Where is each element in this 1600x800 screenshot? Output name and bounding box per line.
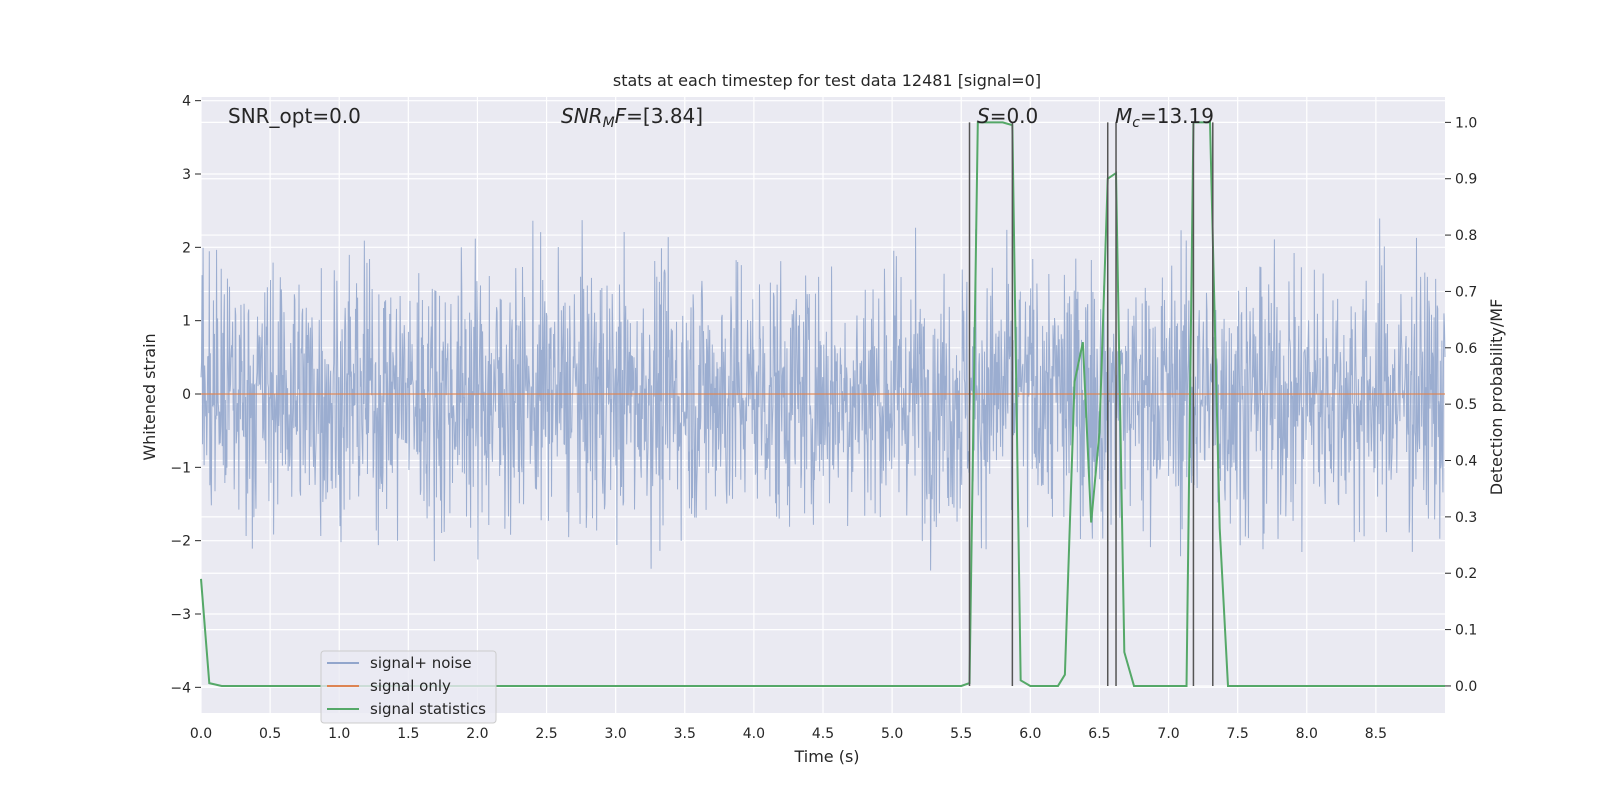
y-left-tick-label: 2 (182, 240, 191, 256)
series-signal-statistics (200, 121, 1445, 687)
y-right-tick-label: 1.0 (1455, 115, 1477, 131)
x-tick-label: 1.0 (328, 726, 350, 742)
legend-box (320, 650, 497, 724)
x-tick-label: 0.5 (259, 726, 281, 742)
y-right-tick-label: 0.4 (1455, 454, 1477, 470)
x-tick-label: 0.0 (190, 726, 212, 742)
y-right-axis-label: Detection probability/MF (1487, 299, 1506, 496)
y-left-tick-label: 0 (182, 387, 191, 403)
x-axis-ticks: 0.0 0.5 1.0 1.5 2.0 2.5 3.0 3.5 4.0 4.5 5.0 5.5 6.0 6… (190, 726, 1387, 742)
y-left-tick-label: 1 (182, 314, 191, 330)
x-tick-label: 3.5 (674, 726, 696, 742)
x-tick-label: 3.0 (605, 726, 627, 742)
annotation-snr-mf: SNRMF=[3.84] (561, 104, 703, 131)
y-left-tick-label: 3 (182, 167, 191, 183)
y-left-axis-ticks: −4 −3 −2 −1 0 1 2 3 4 (170, 94, 201, 696)
y-right-tick-label: 0.1 (1455, 623, 1477, 639)
y-left-tick-label: 4 (182, 94, 191, 110)
annotation-s: S=0.0 (977, 104, 1038, 128)
legend-label-signal-statistics: signal statistics (370, 700, 486, 718)
x-axis-label: Time (s) (793, 747, 859, 766)
x-tick-label: 1.5 (397, 726, 419, 742)
x-tick-label: 5.0 (881, 726, 903, 742)
y-left-tick-label: −4 (170, 680, 191, 696)
y-left-tick-label: −3 (170, 607, 191, 623)
x-tick-label: 5.5 (950, 726, 972, 742)
x-tick-label: 7.0 (1157, 726, 1179, 742)
series-signal-noise (200, 218, 1446, 571)
annotation-mc: Mc=13.19 (1115, 104, 1214, 131)
legend: signal+ noise signal only signal statist… (320, 650, 497, 724)
y-right-tick-label: 0.8 (1455, 228, 1477, 244)
x-tick-label: 2.5 (535, 726, 557, 742)
y-left-tick-label: −2 (170, 534, 191, 550)
y-right-tick-label: 0.2 (1455, 566, 1477, 582)
y-right-tick-label: 0.9 (1455, 172, 1477, 188)
legend-label-signal-only: signal only (370, 677, 451, 695)
y-right-tick-label: 0.3 (1455, 510, 1477, 526)
x-tick-label: 8.0 (1296, 726, 1318, 742)
signal-noise-line (200, 218, 1446, 571)
y-left-axis-label: Whitened strain (140, 333, 159, 460)
y-right-tick-label: 0.5 (1455, 397, 1477, 413)
chart-title: stats at each timestep for test data 124… (613, 71, 1041, 90)
x-tick-label: 8.5 (1365, 726, 1387, 742)
y-right-tick-label: 0.7 (1455, 284, 1477, 300)
x-tick-label: 6.5 (1088, 726, 1110, 742)
y-right-tick-label: 0.0 (1455, 679, 1477, 695)
x-tick-label: 2.0 (466, 726, 488, 742)
x-tick-label: 4.0 (743, 726, 765, 742)
x-tick-label: 4.5 (812, 726, 834, 742)
legend-label-signal-noise: signal+ noise (370, 654, 472, 672)
x-tick-label: 7.5 (1227, 726, 1249, 742)
vertical-markers (968, 122, 1214, 686)
y-right-axis-ticks: 0.0 0.1 0.2 0.3 0.4 0.5 0.6 0.7 0.8 0.9 1.0 (1445, 115, 1477, 695)
y-left-tick-label: −1 (170, 460, 191, 476)
y-right-tick-label: 0.6 (1455, 341, 1477, 357)
annotation-snr-opt: SNR_opt=0.0 (228, 104, 361, 128)
signal-statistics-line (200, 121, 1445, 687)
x-tick-label: 6.0 (1019, 726, 1041, 742)
